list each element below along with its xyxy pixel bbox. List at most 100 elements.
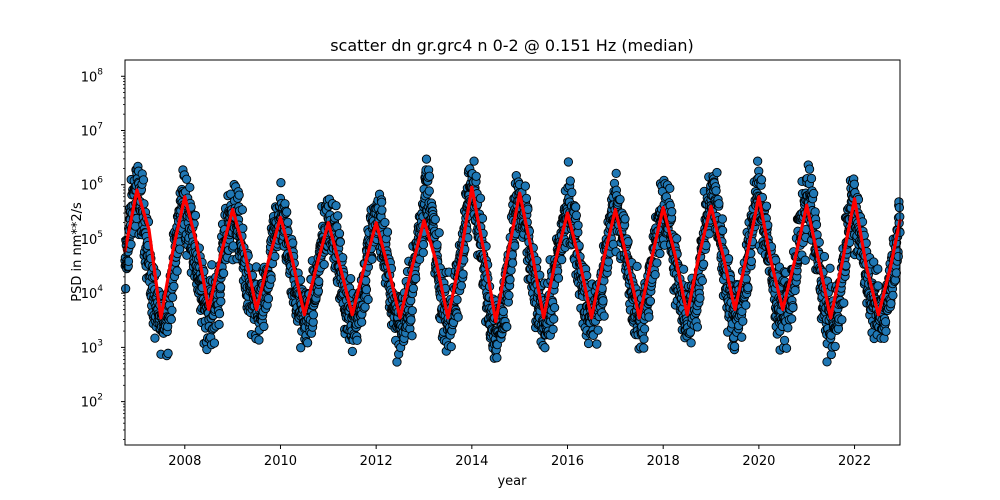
scatter-point	[411, 273, 421, 284]
scatter-point	[540, 343, 550, 353]
scatter-point	[510, 241, 520, 251]
scatter-point	[655, 248, 665, 259]
scatter-point	[377, 197, 387, 207]
scatter-point	[811, 220, 822, 230]
scatter-point	[234, 190, 244, 200]
scatter-point	[406, 315, 416, 325]
scatter-point	[695, 293, 705, 303]
scatter-point	[296, 343, 306, 353]
scatter-point	[825, 263, 835, 273]
scatter-point	[123, 256, 134, 266]
median-line	[123, 185, 902, 324]
scatter-point	[418, 239, 429, 250]
scatter-point	[779, 335, 790, 346]
scatter-point	[505, 275, 515, 285]
scatter-point	[283, 217, 293, 227]
scatter-point	[729, 341, 740, 352]
scatter-point	[620, 214, 630, 224]
scatter-point	[650, 269, 660, 280]
scatter-point	[839, 298, 849, 308]
y-axis-label: PSD in nm**2/s	[70, 202, 85, 302]
scatter-point	[717, 214, 727, 224]
scatter-point	[190, 210, 201, 221]
scatter-point	[888, 290, 898, 301]
scatter-point	[434, 228, 444, 238]
scatter-point	[873, 264, 883, 274]
scatter-point	[121, 283, 131, 294]
scatter-point	[753, 156, 763, 166]
scatter-point	[790, 285, 800, 296]
scatter-point	[216, 296, 226, 306]
scatter-point	[781, 343, 792, 353]
scatter-point	[639, 324, 650, 334]
scatter-point	[826, 349, 836, 360]
scatter-point	[347, 346, 358, 357]
median-layer	[123, 185, 902, 324]
scatter-point	[615, 194, 625, 205]
scatter-point	[869, 257, 879, 267]
scatter-point	[593, 325, 603, 335]
scatter-point	[788, 302, 798, 313]
scatter-point	[567, 187, 577, 198]
scatter-point	[418, 247, 428, 258]
scatter-point	[181, 174, 192, 184]
scatter-point	[644, 312, 654, 322]
scatter-point	[583, 338, 594, 349]
scatter-point	[686, 338, 696, 348]
scatter-point	[308, 310, 319, 320]
scatter-point	[639, 343, 649, 353]
scatter-point	[169, 281, 179, 291]
scatter-point	[571, 210, 581, 221]
x-tick-label: 2012	[360, 454, 393, 469]
scatter-point	[166, 314, 176, 324]
scatter-point	[469, 156, 479, 166]
scatter-point	[665, 183, 675, 194]
scatter-point	[667, 207, 677, 217]
x-tick-label: 2018	[647, 454, 680, 469]
scatter-point	[163, 348, 173, 358]
scatter-point	[565, 176, 575, 186]
scatter-point	[712, 167, 722, 178]
scatter-point	[254, 335, 264, 345]
scatter-point	[408, 283, 418, 294]
scatter-point	[346, 273, 356, 284]
scatter-point	[521, 193, 532, 204]
scatter-point	[430, 214, 440, 225]
scatter-point	[335, 237, 345, 247]
scatter-point	[207, 260, 217, 270]
scatter-point	[592, 339, 602, 349]
scatter-point	[456, 281, 467, 291]
scatter-point	[599, 311, 609, 321]
scatter-point	[185, 182, 195, 193]
scatter-point	[263, 293, 274, 304]
scatter-point	[738, 316, 748, 326]
scatter-point	[498, 306, 508, 317]
scatter-point	[382, 227, 393, 237]
scatter-point	[741, 300, 751, 310]
scatter-point	[282, 207, 292, 217]
scatter-point	[698, 259, 709, 269]
scatter-point	[471, 171, 481, 181]
scatter-point	[761, 201, 772, 211]
scatter-point	[407, 331, 417, 341]
scatter-point	[611, 168, 621, 179]
scatter-point	[571, 202, 581, 212]
scatter-point	[809, 188, 819, 199]
scatter-point	[377, 205, 387, 215]
scatter-point	[557, 255, 567, 265]
scatter-point	[819, 251, 830, 262]
x-tick-label: 2014	[455, 454, 488, 469]
scatter-point	[806, 173, 817, 184]
scatter-point	[743, 282, 753, 293]
scatter-point	[502, 322, 512, 332]
scatter-point	[214, 319, 224, 330]
scatter-point	[549, 314, 559, 324]
scatter-point	[276, 178, 286, 188]
chart-title: scatter dn gr.grc4 n 0-2 @ 0.151 Hz (med…	[330, 36, 694, 55]
scatter-point	[573, 220, 583, 230]
scatter-point	[756, 175, 767, 185]
x-axis: 2008 2010 2012 2014 2016 2018 2020 2022	[168, 445, 871, 469]
scatter-point	[259, 321, 269, 332]
scatter-point	[886, 298, 896, 309]
